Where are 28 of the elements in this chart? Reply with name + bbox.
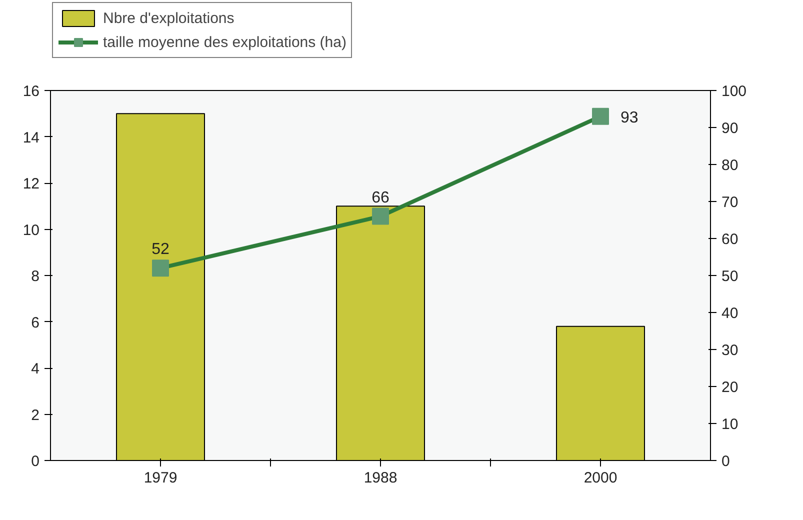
y-tick-label: 12 [22, 176, 40, 192]
y2-tick-label: 90 [722, 120, 738, 137]
y2-tick-label: 80 [722, 157, 738, 174]
y-tick-label: 6 [31, 314, 40, 332]
x-tick-label: 1979 [144, 470, 178, 486]
y-tick-label: 14 [22, 129, 40, 146]
y2-tick-label: 60 [722, 231, 738, 248]
data-label: 93 [620, 109, 638, 126]
y-tick-label: 4 [31, 360, 40, 378]
legend-label: taille moyenne des exploitations (ha) [103, 34, 346, 50]
y2-tick-label: 10 [722, 416, 738, 433]
y2-tick-label: 70 [722, 194, 738, 211]
y-tick-label: 2 [31, 406, 40, 424]
data-label: 66 [372, 189, 390, 206]
legend-label: Nbre d'exploitations [103, 10, 234, 26]
y-tick-label: 8 [31, 268, 40, 285]
y-tick-label: 16 [22, 83, 40, 100]
y2-tick-label: 0 [722, 453, 730, 470]
y2-tick-label: 100 [722, 83, 747, 100]
x-tick-label: 2000 [584, 470, 618, 486]
y2-tick-label: 20 [722, 379, 738, 396]
y2-tick-label: 40 [722, 305, 738, 322]
y2-tick-label: 30 [722, 342, 738, 359]
y2-tick-label: 50 [722, 268, 738, 285]
data-label: 52 [152, 241, 170, 258]
y-tick-label: 10 [22, 222, 40, 239]
x-tick-label: 1988 [364, 470, 398, 486]
y-tick-label: 0 [31, 453, 40, 470]
